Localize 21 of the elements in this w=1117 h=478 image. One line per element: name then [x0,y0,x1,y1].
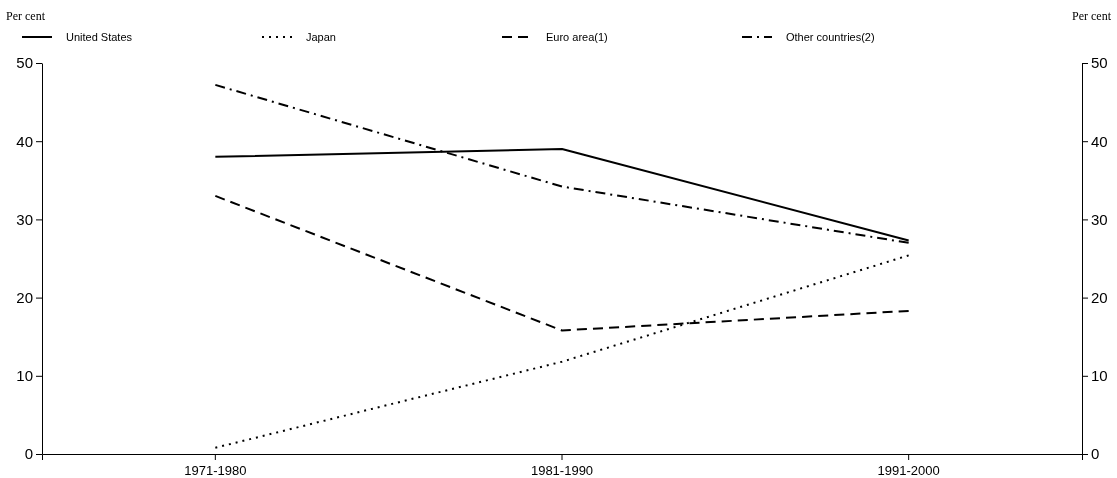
y-axis-title: Per cent [6,9,46,23]
y2-axis-title: Per cent [1072,9,1112,23]
y-tick-label: 30 [16,210,33,228]
x-tick-label: 1981-1990 [530,462,594,478]
y-tick-label: 40 [16,132,33,150]
x-tick-label: 1971-1980 [184,462,247,478]
legend-label: Euro area(1) [546,31,608,43]
y2-tick-label: 20 [1091,288,1108,306]
legend-label: Japan [306,31,336,43]
y-tick-label: 0 [24,445,33,463]
y-tick-label: 20 [16,288,33,306]
legend-label: Other countries(2) [786,31,875,43]
y2-tick-label: 0 [1091,445,1100,463]
x-tick-label: 1991-2000 [877,462,940,478]
legend-label: United States [66,31,133,43]
y2-tick-label: 50 [1091,54,1108,72]
y2-tick-label: 40 [1091,132,1108,150]
y2-tick-label: 30 [1091,210,1108,228]
y-tick-label: 50 [16,54,33,72]
y-tick-label: 10 [16,367,33,385]
y2-tick-label: 10 [1091,367,1108,385]
